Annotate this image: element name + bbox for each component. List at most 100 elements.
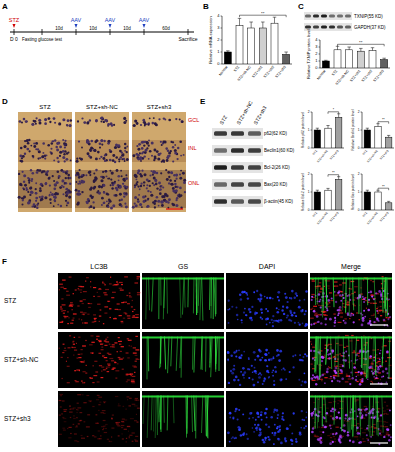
nucleus-dot	[23, 174, 26, 177]
lc3b-signal	[333, 375, 337, 376]
dapi-nucleus	[302, 323, 304, 325]
nucleus-dot	[180, 155, 182, 157]
nucleus-dot	[116, 169, 119, 172]
band-label: Bcl-2(26 KD)	[264, 165, 290, 170]
blot-membrane	[304, 12, 352, 20]
nucleus-dot	[21, 157, 23, 159]
lc3b-signal	[131, 346, 132, 347]
error-bar	[347, 47, 351, 50]
nucleus-dot	[21, 203, 23, 205]
nucleus-dot	[103, 202, 105, 204]
nucleus-dot	[49, 195, 51, 197]
lc3b-signal	[327, 285, 329, 286]
nucleus-dot	[28, 182, 30, 184]
lc3b-signal	[328, 306, 331, 307]
lc3b-signal	[61, 357, 63, 358]
y-tick-label: 0	[315, 65, 318, 70]
gs-fiber	[215, 337, 216, 372]
nucleus-dot	[65, 188, 68, 191]
y-axis	[312, 174, 313, 210]
nucleus-dot	[158, 182, 161, 185]
lc3b-signal	[100, 344, 103, 345]
nucleus-dot	[100, 176, 102, 178]
nucleus-dot	[35, 192, 38, 195]
nucleus-dot	[167, 207, 169, 209]
lc3b-signal	[339, 345, 343, 346]
lc3b-signal	[67, 357, 69, 358]
dapi-nucleus	[375, 377, 377, 379]
y-tick	[319, 40, 321, 41]
lc3b-signal	[345, 381, 349, 382]
dapi-nucleus	[320, 306, 322, 308]
nucleus-dot	[64, 143, 66, 145]
y-tick-label: 2	[358, 110, 360, 114]
blot-membrane	[304, 23, 352, 31]
nucleus-dot	[118, 179, 120, 181]
lane-label: STZ+sh3	[252, 105, 268, 126]
lc3b-signal	[74, 350, 77, 351]
dapi-nucleus	[266, 365, 268, 367]
y-tick	[361, 174, 363, 175]
significance-label: **	[359, 40, 363, 45]
dapi-nucleus	[329, 318, 332, 321]
lc3b-signal	[69, 306, 73, 307]
lc3b-signal	[135, 336, 138, 337]
dapi-nucleus	[370, 355, 372, 357]
category-label: STZ+sh3	[379, 211, 390, 223]
panel-letter: B	[203, 2, 209, 11]
lc3b-signal	[310, 318, 314, 319]
nucleus-dot	[77, 183, 79, 185]
bar	[271, 23, 278, 64]
nucleus-dot	[85, 174, 87, 176]
lc3b-signal	[103, 323, 104, 324]
nucleus-dot	[172, 160, 174, 162]
lc3b-signal	[67, 366, 70, 367]
dapi-nucleus	[339, 306, 342, 309]
lc3b-signal	[81, 381, 83, 382]
x-axis	[222, 64, 292, 65]
lc3b-signal	[379, 310, 383, 311]
nucleus-dot	[179, 118, 181, 120]
dapi-nucleus	[248, 377, 250, 379]
band-label: GAPDH(37 KD)	[354, 25, 386, 30]
nucleus-dot	[95, 157, 98, 160]
image-background	[58, 273, 140, 329]
dapi-nucleus	[237, 319, 239, 321]
dapi-nucleus	[249, 311, 251, 313]
dapi-nucleus	[373, 359, 375, 361]
dapi-nucleus	[315, 383, 317, 385]
nucleus-dot	[53, 117, 56, 120]
lc3b-signal	[117, 351, 118, 352]
bar	[385, 203, 391, 210]
fluorescence-image	[58, 273, 141, 329]
dapi-nucleus	[258, 349, 260, 351]
lc3b-signal	[361, 378, 363, 379]
dapi-nucleus	[283, 367, 285, 369]
nucleus-dot	[141, 147, 144, 150]
dapi-nucleus	[256, 290, 258, 292]
histology-layer	[75, 140, 129, 162]
nucleus-dot	[54, 200, 56, 202]
dapi-nucleus	[353, 321, 355, 323]
dapi-nucleus	[240, 371, 242, 373]
nucleus-dot	[143, 121, 146, 124]
dapi-nucleus	[304, 381, 307, 384]
lc3b-signal	[338, 322, 342, 323]
category-label: STZ+sh3	[379, 149, 390, 161]
nucleus-dot	[150, 194, 153, 197]
nucleus-dot	[158, 205, 160, 207]
image-background	[226, 332, 308, 388]
lc3b-signal	[113, 367, 116, 368]
gs-fiber	[352, 278, 353, 311]
lc3b-signal	[130, 374, 133, 375]
lc3b-signal	[357, 381, 359, 382]
column-title: GS	[178, 263, 188, 270]
nucleus-dot	[153, 170, 156, 173]
nucleus-dot	[53, 180, 55, 182]
lc3b-signal	[115, 284, 118, 285]
nucleus-dot	[119, 156, 122, 159]
y-tick-label: 1	[308, 128, 310, 132]
lc3b-signal	[92, 382, 94, 383]
lc3b-signal	[81, 319, 82, 320]
nucleus-dot	[132, 154, 135, 157]
